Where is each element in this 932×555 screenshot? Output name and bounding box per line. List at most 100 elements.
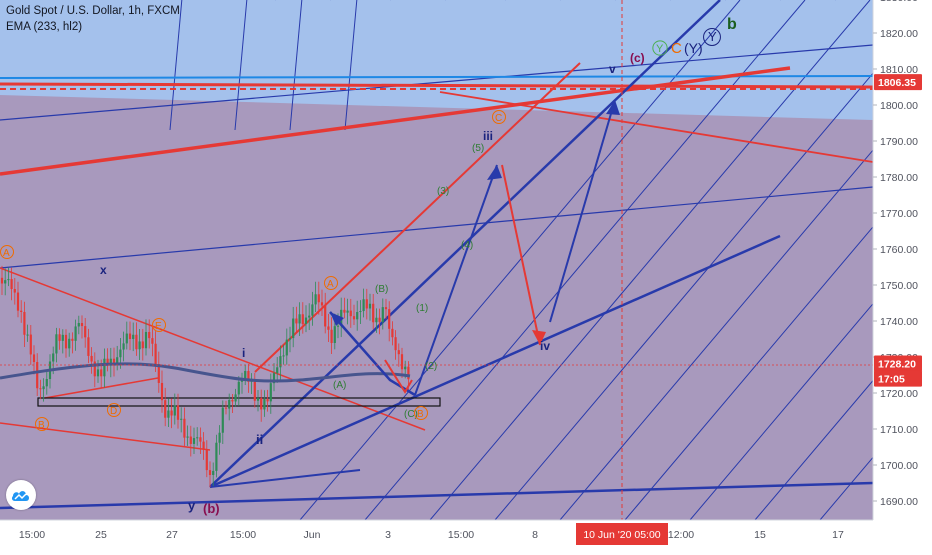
- y-tick-label: 1710.00: [880, 424, 918, 436]
- candle-body: [144, 331, 148, 349]
- candle-body: [372, 303, 375, 323]
- y-tick-label: 1790.00: [880, 136, 918, 148]
- candle-body: [36, 362, 39, 389]
- wave-label: (1): [416, 303, 428, 314]
- candle-body: [167, 410, 170, 418]
- candle-body: [87, 337, 90, 356]
- diagonal-line: [169, 0, 183, 131]
- wave-label: (4): [461, 240, 473, 251]
- candle-body: [362, 299, 365, 312]
- symbol-title[interactable]: Gold Spot / U.S. Dollar, 1h, FXCM: [6, 5, 180, 17]
- wave-label: C: [671, 40, 682, 57]
- chart-legend: Gold Spot / U.S. Dollar, 1h, FXCM EMA (2…: [6, 3, 180, 35]
- candle-body: [311, 304, 314, 316]
- candle-body: [365, 299, 368, 309]
- candle-body: [266, 399, 269, 402]
- candle-body: [74, 326, 77, 341]
- candle-body: [218, 432, 221, 443]
- wave-label: ii: [256, 432, 263, 447]
- y-tick-label: 1690.00: [880, 496, 918, 508]
- candle-body: [90, 355, 93, 362]
- candle-body: [0, 277, 4, 284]
- wave-label: E: [155, 321, 162, 332]
- candle-body: [20, 310, 23, 312]
- wave-label: iii: [483, 129, 493, 143]
- candle-body: [295, 318, 298, 324]
- x-tick-label: 17: [832, 529, 844, 541]
- candle-body: [199, 437, 202, 442]
- candle-body: [196, 437, 199, 439]
- candle-body: [292, 318, 295, 339]
- candle-body: [391, 328, 394, 338]
- candle-body: [256, 398, 260, 401]
- candle-body: [388, 309, 391, 329]
- candle-body: [276, 367, 279, 374]
- candle-body: [378, 317, 381, 322]
- x-tick-label: 12:00: [668, 529, 694, 541]
- diagonal-line: [559, 149, 873, 520]
- wave-label: (C): [404, 409, 418, 420]
- time-axis[interactable]: 15:00 25 27 15:00 Jun 3 15:00 8 10 Jun '20 05:00…: [0, 519, 932, 550]
- candle-body: [84, 326, 87, 338]
- y-tick-label: 1830.00: [880, 0, 918, 4]
- x-tick-label: 15:00: [230, 529, 256, 541]
- mid-channel-line: [0, 186, 873, 269]
- candle-body: [186, 436, 189, 438]
- candle-body: [148, 331, 151, 339]
- candle-body: [23, 311, 26, 335]
- candle-body: [368, 303, 372, 309]
- candle-body: [26, 334, 29, 336]
- candle-body: [183, 418, 186, 438]
- candle-body: [298, 314, 301, 324]
- candle-body: [109, 358, 112, 366]
- candle-body: [272, 373, 276, 384]
- indicator-label[interactable]: EMA (233, hl2): [6, 21, 83, 33]
- price-axis[interactable]: 1690.001700.001710.001720.001730.001740.…: [872, 0, 932, 520]
- candle-body: [39, 388, 42, 390]
- price-tag-label: 1728.20: [878, 358, 916, 370]
- tradingview-cloud-icon[interactable]: [6, 480, 36, 510]
- wave-projection-lines: [329, 99, 620, 397]
- diagonal-line: [689, 302, 873, 520]
- candle-body: [10, 279, 13, 290]
- candle-body: [336, 325, 340, 327]
- price-tag-label: 17:05: [878, 374, 905, 386]
- candle-body: [352, 316, 356, 320]
- wave-label: iv: [540, 339, 550, 353]
- wave-label: (B): [375, 284, 388, 295]
- wave-label: (b): [203, 501, 220, 516]
- ema-line: [0, 362, 411, 383]
- x-tick-label: 15:00: [19, 529, 45, 541]
- candle-body: [116, 357, 119, 365]
- candle-body: [212, 470, 215, 475]
- candle-body: [80, 322, 84, 327]
- candle-body: [55, 334, 58, 354]
- candle-body: [61, 334, 64, 341]
- y-tick-label: 1760.00: [880, 244, 918, 256]
- candle-body: [32, 354, 36, 363]
- wave-label-circle: [0, 245, 14, 259]
- candle-body: [359, 311, 362, 313]
- candle-body: [205, 449, 208, 471]
- arrowhead: [487, 165, 502, 180]
- arrowhead: [606, 100, 620, 115]
- y-tick-label: 1770.00: [880, 208, 918, 220]
- candle-body: [173, 405, 176, 416]
- wave-label: Y: [708, 29, 717, 44]
- cloud-icon: [11, 491, 29, 501]
- candle-body: [132, 334, 135, 339]
- candle-body: [189, 436, 192, 444]
- rising-red-line: [0, 66, 791, 176]
- y-tick-label: 1700.00: [880, 460, 918, 472]
- wave-label: D: [110, 406, 117, 417]
- wave-label-circle: [703, 28, 721, 46]
- wave-label: y: [188, 498, 196, 513]
- wave-label: (Y): [684, 40, 703, 56]
- candle-body: [215, 442, 218, 471]
- arrowhead: [532, 330, 546, 345]
- candle-body: [160, 382, 164, 401]
- wave-label: (2): [425, 361, 437, 372]
